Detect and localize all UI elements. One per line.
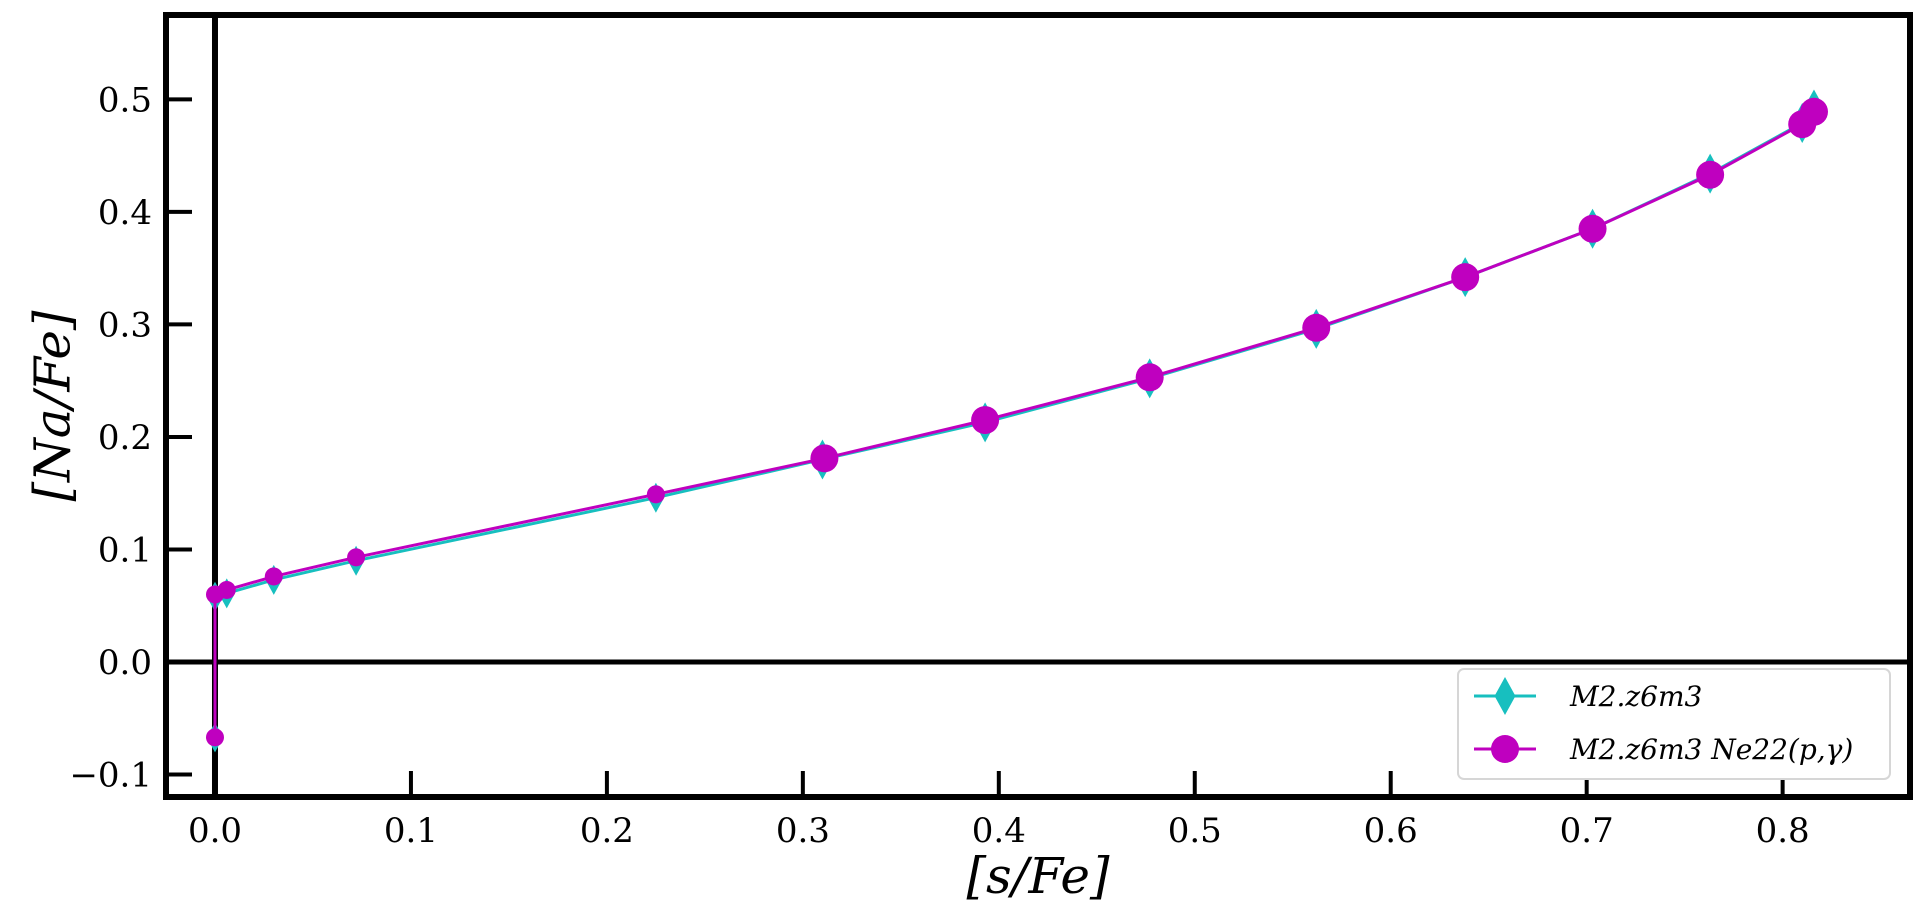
data-point (1451, 263, 1480, 292)
plot-frame (163, 12, 1913, 800)
y-tick-label: 0.3 (98, 305, 152, 345)
x-tick-label: 0.2 (580, 811, 634, 851)
data-point (810, 444, 839, 473)
series-1 (206, 89, 1825, 753)
data-point (646, 485, 665, 504)
x-tick-label: 0.5 (1168, 811, 1222, 851)
data-point (1135, 363, 1164, 392)
legend-label: M2.z6m3 (1569, 680, 1702, 713)
y-tick-label: 0.5 (98, 80, 152, 120)
axis-ticks (166, 97, 1785, 797)
legend-marker (1494, 677, 1516, 715)
data-point (971, 406, 1000, 435)
data-point (205, 728, 224, 747)
series-layer (205, 89, 1828, 753)
x-tick-label: 0.6 (1364, 811, 1418, 851)
y-tick-label: 0.2 (98, 418, 152, 458)
x-axis-label: [s/Fe] (966, 847, 1110, 905)
legend: M2.z6m3 M2.z6m3 Ne22(p,γ) (1457, 668, 1891, 780)
legend-box (1457, 668, 1891, 780)
x-tick-label: 0.0 (188, 811, 242, 851)
legend-item: M2.z6m3 Ne22(p,γ) (1474, 733, 1853, 766)
series-line (213, 108, 1816, 738)
data-point (1302, 313, 1331, 342)
x-tick-label: 0.8 (1756, 811, 1810, 851)
x-tick-label: 0.3 (776, 811, 830, 851)
series-2 (205, 97, 1828, 747)
data-point (1799, 97, 1828, 126)
data-point (264, 567, 283, 586)
legend-item: M2.z6m3 (1474, 677, 1702, 715)
y-tick-label: 0.0 (98, 643, 152, 683)
y-tick-label: 0.4 (98, 193, 152, 233)
y-tick-label: −0.1 (69, 755, 152, 795)
data-point (217, 580, 236, 599)
legend-marker (1491, 735, 1519, 763)
x-tick-label: 0.1 (384, 811, 438, 851)
x-tick-label: 0.4 (972, 811, 1026, 851)
y-tick-label: 0.1 (98, 530, 152, 570)
series-line (213, 110, 1816, 738)
x-tick-label: 0.7 (1560, 811, 1614, 851)
data-point (1696, 160, 1725, 189)
data-point (347, 548, 366, 567)
data-point (1578, 214, 1607, 243)
legend-label: M2.z6m3 Ne22(p,γ) (1569, 733, 1853, 766)
y-axis-label: [Na/Fe] (24, 310, 82, 501)
tick-labels: 0.0 0.1 0.2 0.3 0.4 0.5 0.6 0.7 0.8 −0.1 0.0 0.1 0.2… (69, 80, 1809, 851)
